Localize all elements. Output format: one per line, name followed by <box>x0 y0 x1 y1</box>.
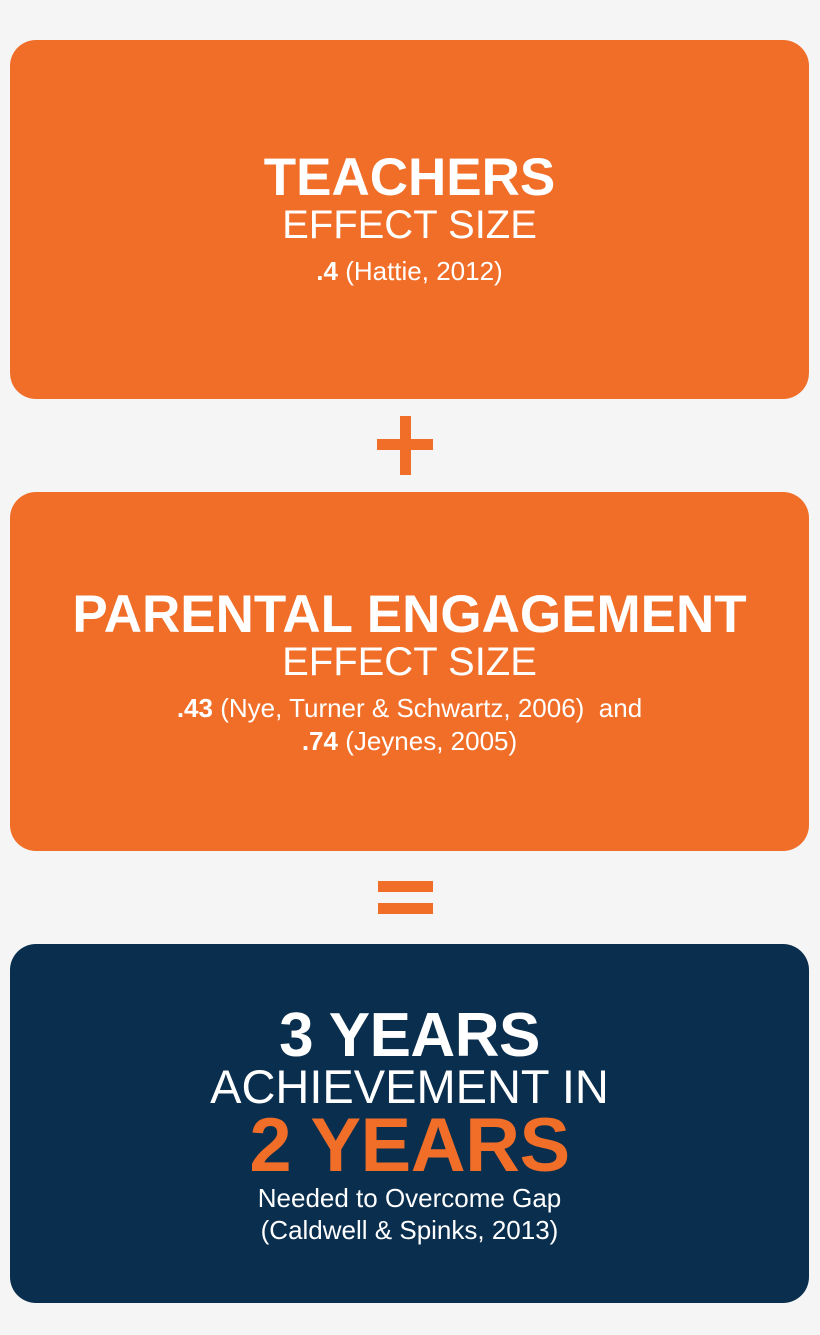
plus-icon-vertical-bar <box>400 416 411 475</box>
teachers-card: TEACHERS EFFECT SIZE .4 (Hattie, 2012) <box>10 40 809 399</box>
parental-engagement-title: PARENTAL ENGAGEMENT <box>72 585 747 644</box>
parental-citation-1-text: (Nye, Turner & Schwartz, 2006) and <box>212 693 643 723</box>
teachers-effect-value: .4 <box>316 256 338 286</box>
result-achievement-in: ACHIEVEMENT IN <box>210 1060 609 1113</box>
result-three-years: 3 YEARS <box>279 1001 540 1070</box>
teachers-citation: .4 (Hattie, 2012) <box>10 258 809 284</box>
parental-citation-1: .43 (Nye, Turner & Schwartz, 2006) and <box>10 695 809 721</box>
parental-citation-2: .74 (Jeynes, 2005) <box>10 728 809 754</box>
parental-effect-size-label: EFFECT SIZE <box>282 640 537 684</box>
teachers-title: TEACHERS <box>263 148 556 207</box>
teachers-citation-text: (Hattie, 2012) <box>337 256 503 286</box>
parental-citation-2-text: (Jeynes, 2005) <box>337 726 518 756</box>
parental-effect-value-1: .43 <box>176 693 213 723</box>
teachers-effect-size-label: EFFECT SIZE <box>282 203 537 247</box>
equals-icon-top-bar <box>378 881 433 892</box>
result-needed-text: Needed to Overcome Gap <box>257 1183 562 1213</box>
result-two-years: 2 YEARS <box>249 1103 570 1188</box>
equals-icon-bottom-bar <box>378 903 433 914</box>
parental-effect-value-2: .74 <box>301 726 338 756</box>
result-citation: (Caldwell & Spinks, 2013) <box>260 1215 559 1245</box>
parental-engagement-card: PARENTAL ENGAGEMENT EFFECT SIZE .43 (Nye… <box>10 492 809 851</box>
result-card: 3 YEARS ACHIEVEMENT IN 2 YEARS Needed to… <box>10 944 809 1303</box>
